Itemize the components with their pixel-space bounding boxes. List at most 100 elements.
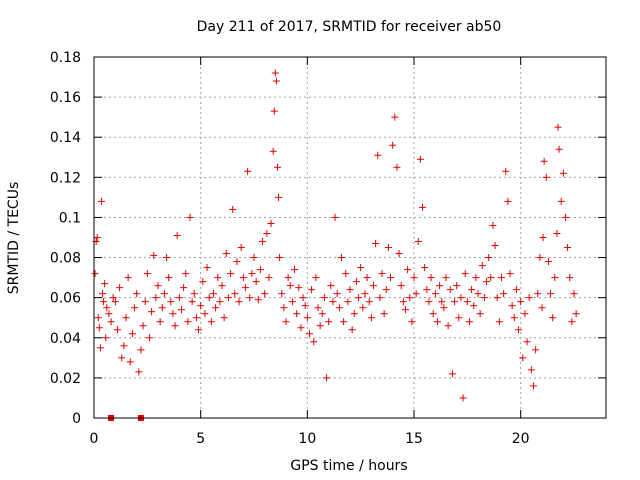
- data-point: [515, 326, 523, 334]
- data-point: [220, 314, 228, 322]
- data-point: [180, 284, 188, 292]
- y-tick-label: 0.08: [50, 251, 81, 267]
- data-point: [93, 234, 101, 241]
- data-point: [199, 278, 207, 286]
- data-point: [453, 282, 461, 290]
- data-point: [295, 284, 303, 292]
- data-point: [133, 290, 141, 298]
- data-point: [529, 382, 537, 390]
- data-point: [410, 274, 418, 282]
- data-layer: [91, 69, 580, 421]
- data-point: [154, 282, 162, 290]
- data-point: [536, 254, 544, 262]
- data-point: [282, 318, 290, 326]
- data-point: [350, 310, 358, 318]
- data-point: [263, 229, 271, 237]
- data-point: [171, 322, 179, 330]
- data-point: [97, 197, 105, 205]
- data-point: [395, 250, 403, 258]
- data-point: [532, 346, 540, 354]
- data-point: [241, 284, 249, 292]
- data-point: [487, 274, 495, 282]
- data-point: [527, 366, 535, 374]
- data-point: [461, 270, 469, 278]
- data-point: [463, 298, 471, 306]
- data-point: [278, 290, 286, 298]
- data-point: [286, 282, 294, 290]
- data-point: [412, 290, 420, 298]
- data-point: [297, 324, 305, 332]
- data-point: [270, 107, 278, 115]
- data-point: [314, 304, 322, 312]
- y-tick-label: 0.14: [50, 130, 81, 146]
- data-point: [384, 244, 392, 252]
- data-point: [491, 242, 499, 250]
- data-point: [173, 231, 181, 239]
- data-point: [544, 258, 552, 266]
- data-point: [355, 294, 363, 302]
- data-point: [250, 254, 258, 262]
- data-point: [433, 318, 441, 326]
- data-point: [329, 298, 337, 306]
- y-tick-label: 0.06: [50, 291, 81, 307]
- data-point: [457, 294, 465, 302]
- data-point: [372, 240, 380, 248]
- x-axis-label: GPS time / hours: [290, 458, 407, 474]
- data-point: [124, 274, 132, 282]
- data-point: [519, 354, 527, 362]
- data-point: [506, 270, 514, 278]
- data-point: [308, 286, 316, 294]
- data-point: [425, 298, 433, 306]
- data-point: [493, 294, 501, 302]
- data-point: [99, 290, 107, 298]
- data-point: [346, 286, 354, 294]
- data-point: [291, 266, 299, 274]
- y-tick-label: 0.18: [50, 50, 81, 66]
- data-point: [512, 286, 520, 294]
- data-point: [521, 310, 529, 318]
- data-point: [414, 238, 422, 246]
- data-point: [568, 318, 576, 326]
- data-point: [557, 197, 565, 205]
- data-point: [244, 167, 252, 175]
- data-point: [273, 163, 281, 171]
- data-point: [320, 294, 328, 302]
- data-point: [570, 290, 578, 298]
- data-point: [101, 280, 109, 288]
- plot-frame: [93, 56, 607, 419]
- data-point: [444, 322, 452, 330]
- data-point: [222, 250, 230, 258]
- data-point: [216, 298, 224, 306]
- data-point: [316, 322, 324, 330]
- data-point: [128, 330, 136, 338]
- data-point: [259, 238, 267, 246]
- data-point: [357, 264, 365, 272]
- data-point: [265, 274, 273, 282]
- data-point: [538, 304, 546, 312]
- data-point: [271, 69, 279, 77]
- data-point: [344, 298, 352, 306]
- data-point: [100, 298, 108, 306]
- grid: [94, 57, 606, 418]
- data-point: [113, 326, 121, 334]
- y-tick-label: 0.1: [59, 210, 81, 226]
- data-point: [459, 394, 467, 402]
- data-point: [387, 274, 395, 282]
- data-point: [177, 306, 185, 314]
- data-point: [299, 294, 307, 302]
- data-point: [446, 286, 454, 294]
- y-tick-label: 0.12: [50, 170, 81, 186]
- data-point: [361, 290, 369, 298]
- data-point: [131, 304, 139, 312]
- data-point: [184, 318, 192, 326]
- data-point: [203, 264, 211, 272]
- data-point: [542, 173, 550, 181]
- data-point: [280, 304, 288, 312]
- data-point: [451, 298, 459, 306]
- data-point: [483, 278, 491, 286]
- data-point: [122, 314, 130, 322]
- data-point: [325, 318, 333, 326]
- data-point: [169, 310, 177, 318]
- data-point: [102, 334, 110, 342]
- data-point: [497, 274, 505, 282]
